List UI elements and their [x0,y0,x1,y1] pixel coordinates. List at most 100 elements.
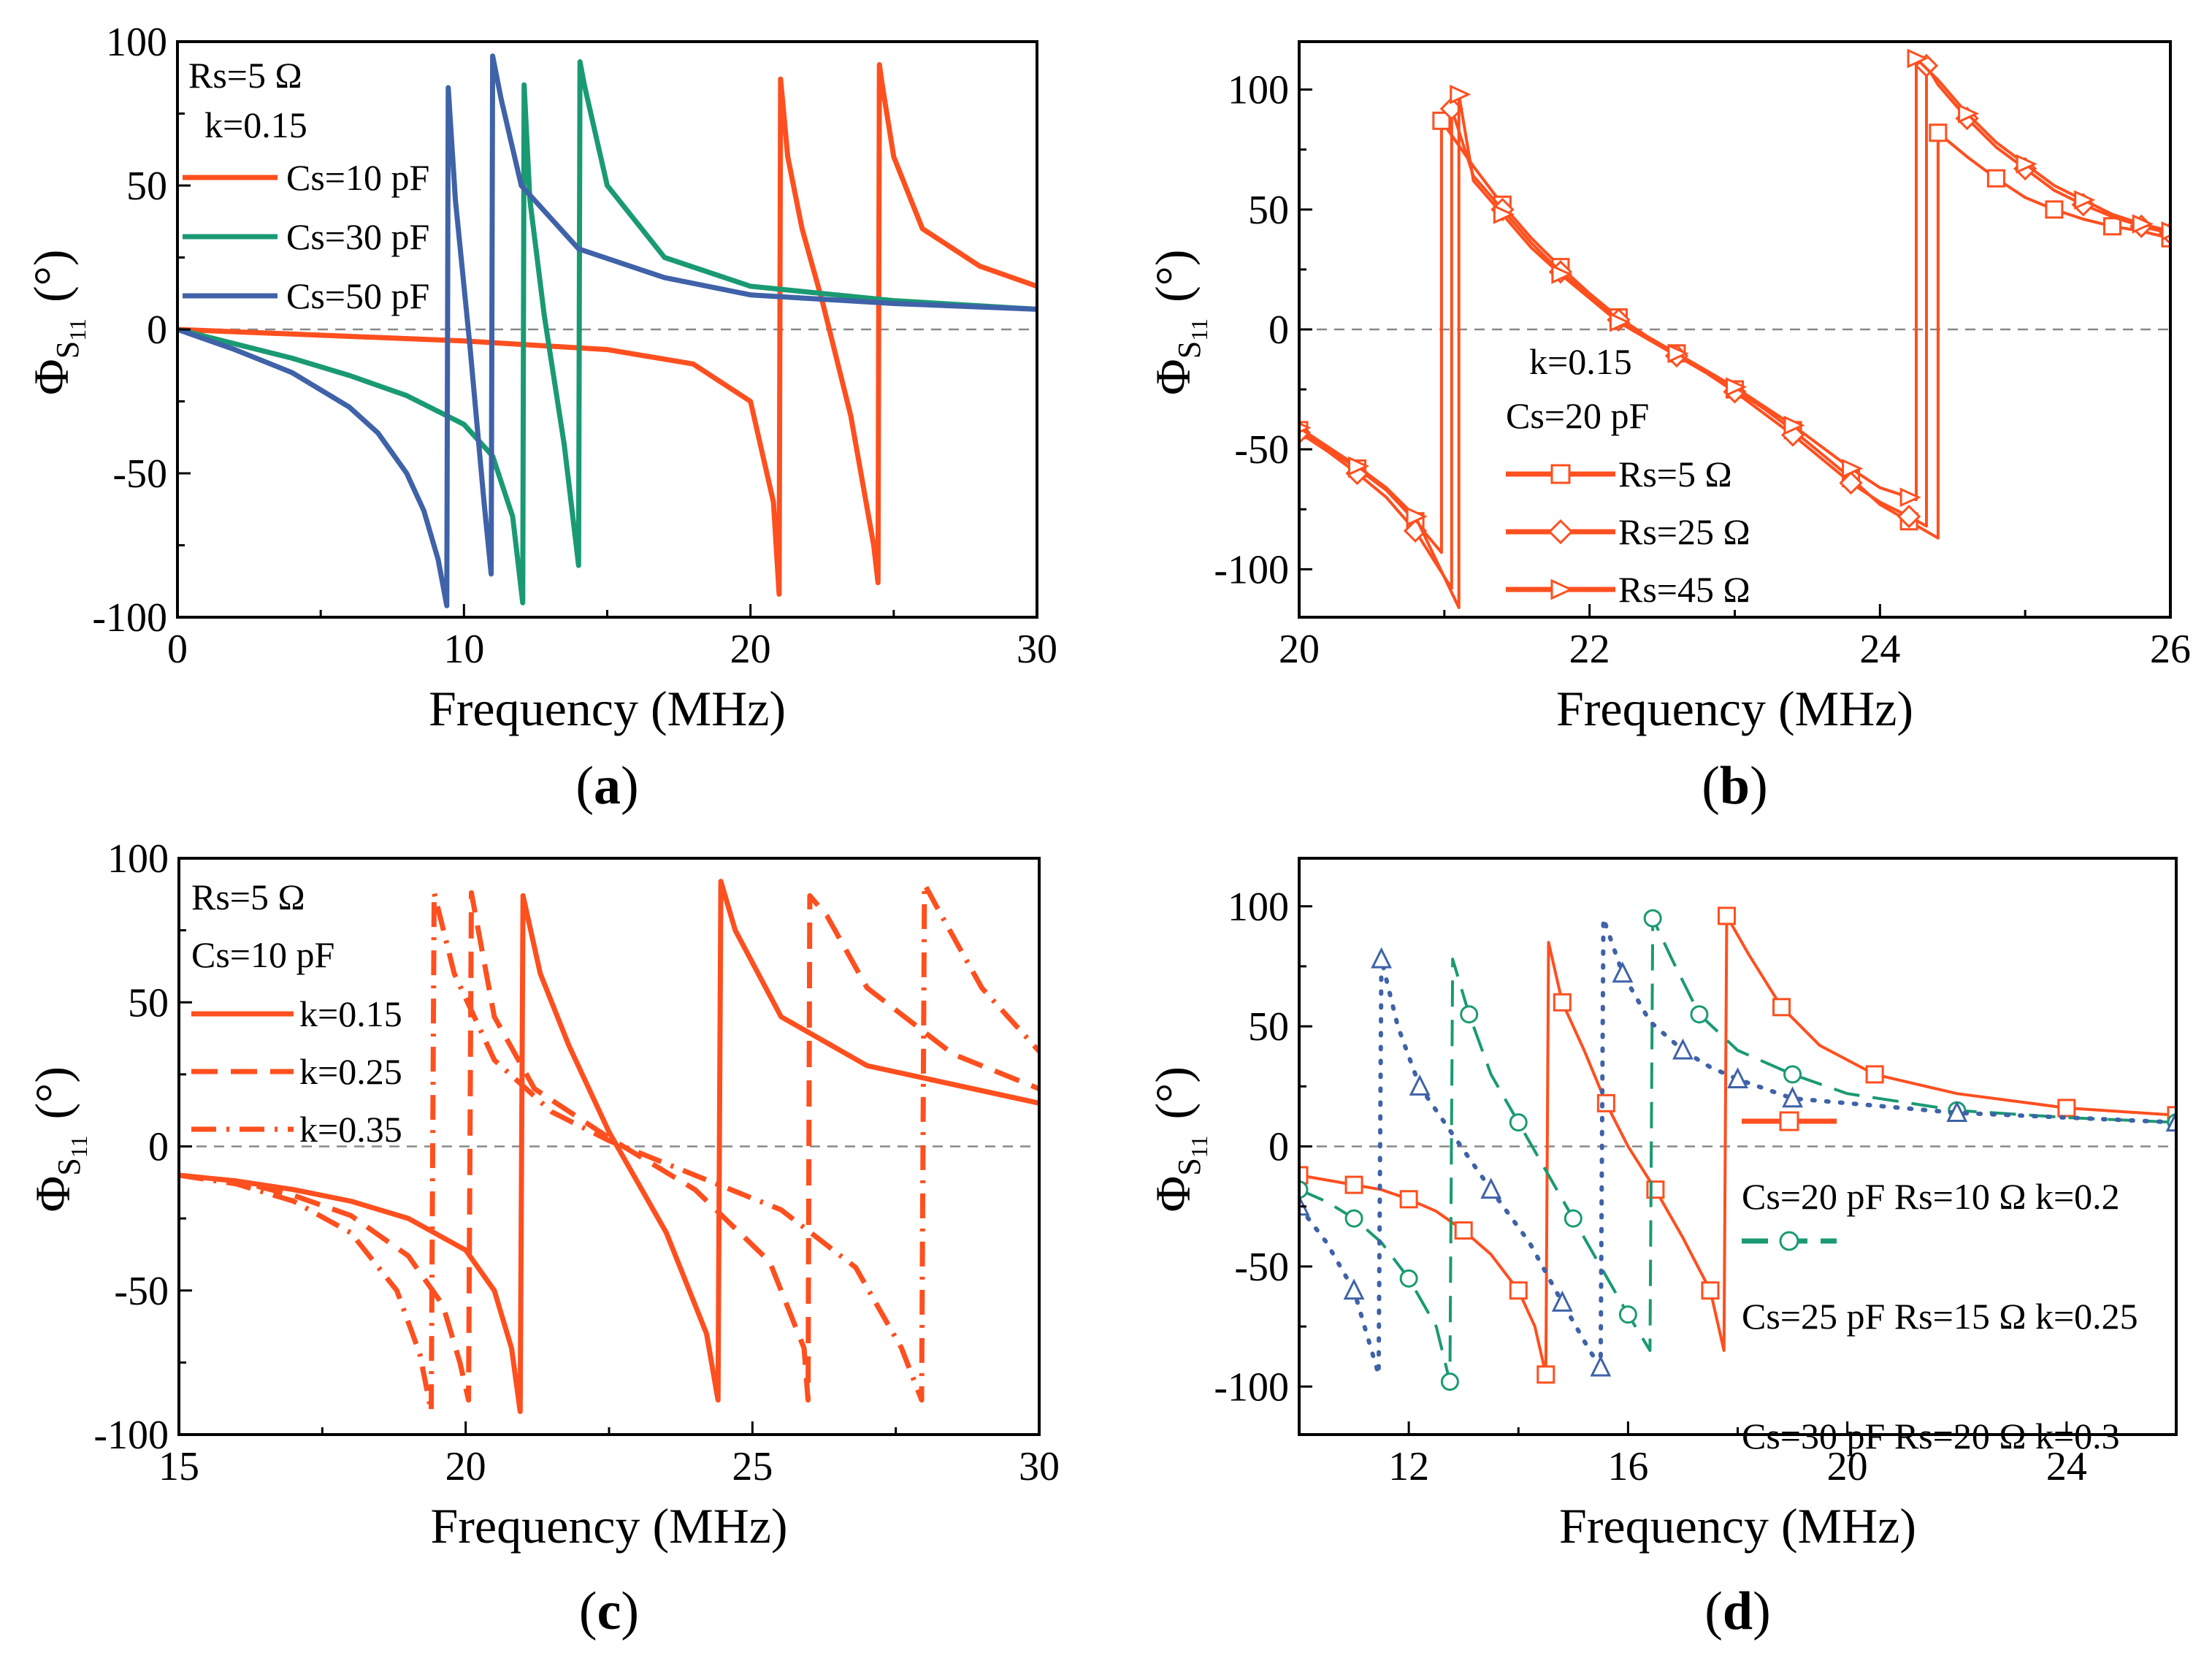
legend-marker [1779,1231,1799,1251]
data-point-marker [1440,1372,1459,1391]
data-point-marker [1536,1365,1555,1384]
data-point-marker [1727,1067,1748,1088]
x-tick-label: 20 [445,1444,486,1489]
x-tick-label: 20 [1827,1444,1868,1489]
data-point-marker [2165,1110,2176,1132]
data-point-marker [1371,947,1393,969]
data-point-marker [1344,1175,1363,1194]
x-tick-label: 20 [1279,627,1320,672]
data-point-marker [2057,1099,2076,1118]
y-tick-label: 100 [1228,885,1289,930]
series-group [1299,48,2170,609]
legend-item-3: k=0.35 [191,1109,402,1150]
legend-item-3: Cs=50 pF [183,275,429,316]
y-tick-label: 50 [128,980,169,1026]
y-tick-label: 0 [1268,308,1289,353]
chart-panel-a: 0 10 20 30 -100 -50 0 50 100 Frequency (MHz) ΦS11(… [23,20,1057,816]
panel-label-d: (d) [1704,1581,1770,1641]
data-point-marker [1590,1355,1612,1377]
data-point-marker [1343,1278,1365,1300]
x-tick-label: 26 [2150,627,2191,672]
data-point-marker [2074,190,2096,210]
data-point-marker [1929,123,1948,142]
series-line-2 [1299,64,2170,590]
data-point-marker [1480,1177,1502,1199]
data-point-marker [1717,906,1736,925]
data-point-marker [1551,1290,1573,1312]
y-tick-label: 0 [1268,1125,1289,1170]
x-tick-label: 12 [1388,1444,1429,1489]
data-point-marker [1409,1074,1431,1096]
data-point-marker [1509,1281,1528,1300]
legend-item-2: Cs=30 pF [183,216,429,257]
legend-item-2: Rs=25 Ω [1506,511,1750,552]
data-point-marker [1344,1209,1363,1228]
legend-marker [1779,1111,1799,1131]
annotation-text: Cs=20 pF [1506,395,1649,436]
y-tick-label: 100 [106,20,167,65]
data-point-marker [1643,909,1662,928]
series-line-3 [179,882,1039,1414]
data-point-marker [1348,456,1370,476]
panel-label-c: (c) [579,1581,639,1641]
series-line-1 [1299,119,2170,554]
panel-label-b: (b) [1702,756,1767,816]
legend-marker [1550,579,1574,600]
y-tick-label: -100 [1214,1364,1289,1410]
data-point-marker [1454,1221,1473,1240]
x-tick-label: 15 [158,1444,199,1489]
x-axis-title: Frequency (MHz) [429,681,786,736]
series-group [177,53,1037,608]
data-point-marker [1842,459,1864,478]
chart-panel-d: 12 16 20 24 -100 -50 0 50 100 Frequency (MHz) ΦS11… [1145,857,2178,1641]
legend-label: Cs=20 pF Rs=10 Ω k=0.2 [1742,1176,2120,1217]
x-axis-title: Frequency (MHz) [1559,1498,1916,1554]
data-point-marker [1839,471,1863,495]
legend-item-3: Cs=30 pF Rs=20 Ω k=0.3 [1742,1416,2120,1456]
y-tick-label: -50 [1234,427,1289,473]
annotation-text: k=0.15 [204,104,307,145]
x-tick-label: 30 [1019,1444,1060,1489]
legend-item-1: Cs=10 pF [183,157,429,198]
data-point-marker [1946,1101,1968,1122]
data-point-marker [2045,200,2064,219]
data-point-marker [1460,1005,1479,1024]
data-point-marker [1897,504,1921,529]
y-tick-label: -100 [92,595,167,641]
y-tick-label: -50 [1234,1245,1289,1290]
data-point-marker [1299,1180,1309,1199]
data-point-marker [1672,1038,1694,1060]
annotation-text: Rs=5 Ω [188,55,302,96]
y-tick-label: 100 [107,836,169,882]
legend-label: k=0.15 [299,993,402,1034]
data-point-marker [1299,1166,1309,1185]
data-point-marker [1406,506,1428,527]
x-axis-title: Frequency (MHz) [1556,681,1913,736]
data-point-marker [2132,214,2154,234]
data-point-marker [1986,169,2005,188]
chart-panel-c: 15 20 25 30 -100 -50 0 50 100 Frequency (MHz) ΦS11… [25,836,1060,1641]
data-point-marker [1450,84,1472,104]
x-tick-label: 30 [1017,627,1057,672]
series-line-2 [177,59,1037,606]
data-point-marker [1612,961,1634,983]
data-point-marker [1493,205,1515,224]
annotation-text: Cs=10 pF [191,934,334,975]
data-point-marker [2102,217,2121,236]
y-tick-label: 50 [1248,188,1289,233]
legend-item-1: k=0.15 [191,993,402,1034]
annotation-text: Rs=5 Ω [191,877,305,917]
x-tick-label: 24 [1859,627,1900,672]
y-axis-title: ΦS11(°) [1145,1066,1212,1213]
legend-item-2: Cs=25 pF Rs=15 Ω k=0.25 [1742,1231,2138,1337]
data-point-marker [1907,48,1929,69]
y-tick-label: 100 [1228,68,1289,113]
data-point-marker [1690,1005,1709,1024]
legend-label: Rs=5 Ω [1618,454,1732,495]
y-axis-title: ΦS11(°) [23,250,91,396]
legend-label: Rs=45 Ω [1618,569,1750,610]
data-point-marker [1865,1065,1884,1084]
y-tick-label: -50 [112,451,167,497]
y-tick-label: 0 [148,1125,169,1170]
y-tick-label: 50 [126,164,167,209]
